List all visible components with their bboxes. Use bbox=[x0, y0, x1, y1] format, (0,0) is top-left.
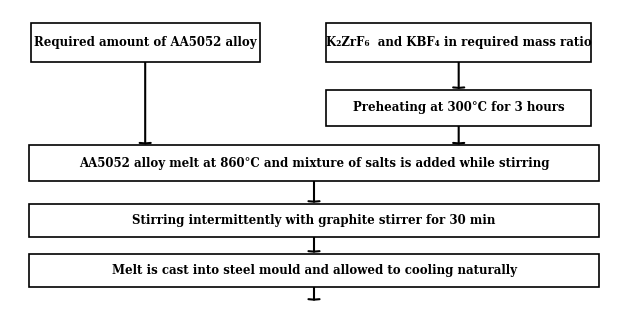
FancyBboxPatch shape bbox=[29, 204, 599, 237]
FancyBboxPatch shape bbox=[29, 145, 599, 181]
Text: K₂ZrF₆  and KBF₄ in required mass ratio: K₂ZrF₆ and KBF₄ in required mass ratio bbox=[326, 36, 592, 49]
FancyBboxPatch shape bbox=[326, 90, 592, 126]
Text: Melt is cast into steel mould and allowed to cooling naturally: Melt is cast into steel mould and allowe… bbox=[112, 264, 516, 277]
Text: Required amount of AA5052 alloy: Required amount of AA5052 alloy bbox=[34, 36, 256, 49]
FancyBboxPatch shape bbox=[31, 23, 260, 62]
FancyBboxPatch shape bbox=[29, 254, 599, 287]
Text: Preheating at 300°C for 3 hours: Preheating at 300°C for 3 hours bbox=[353, 101, 565, 114]
FancyBboxPatch shape bbox=[326, 23, 592, 62]
Text: Stirring intermittently with graphite stirrer for 30 min: Stirring intermittently with graphite st… bbox=[133, 214, 495, 227]
Text: AA5052 alloy melt at 860°C and mixture of salts is added while stirring: AA5052 alloy melt at 860°C and mixture o… bbox=[78, 157, 550, 170]
